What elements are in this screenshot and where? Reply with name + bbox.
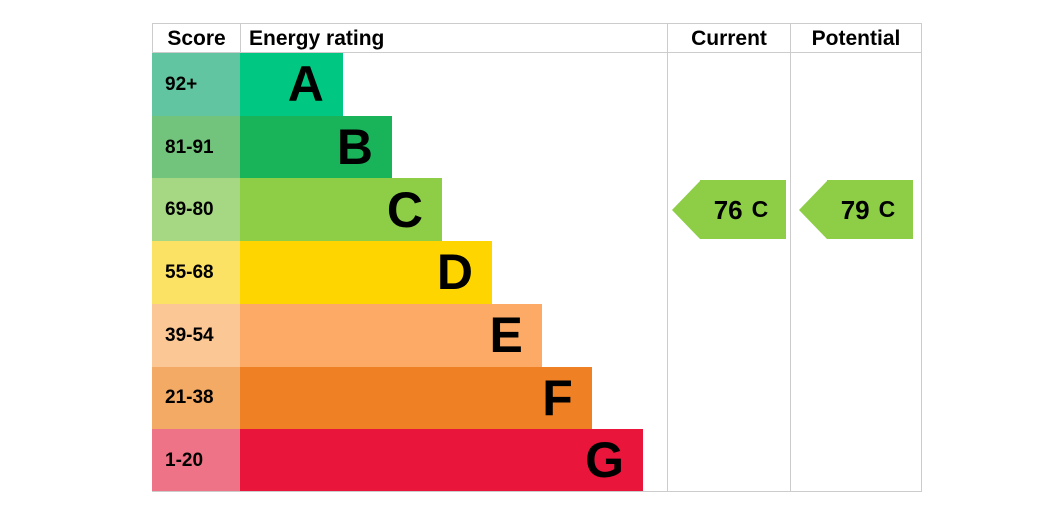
score-range-cell: 69-80 — [152, 178, 240, 242]
arrow-left-tip-icon — [799, 180, 827, 239]
rating-band-bar: F — [240, 366, 592, 430]
current-column-cell: 76 C — [667, 178, 790, 242]
rating-band-letter: G — [585, 432, 625, 489]
rating-band-letter: A — [287, 56, 324, 113]
current-arrow-body: 76 C — [700, 180, 786, 240]
current-column-cell — [667, 303, 790, 367]
score-range-cell: 55-68 — [152, 241, 240, 304]
score-range-cell: 81-91 — [152, 115, 240, 179]
rating-band-bar: G — [240, 429, 644, 491]
rating-band-letter: C — [386, 181, 423, 238]
current-column-cell — [667, 115, 790, 179]
rating-band-row: A — [240, 53, 667, 116]
rating-band-bar: E — [240, 303, 542, 367]
rating-band-row: B — [240, 115, 667, 179]
score-column-header: Score — [152, 23, 240, 53]
potential-rating-arrow: 79 C — [799, 180, 913, 240]
potential-column-cell — [790, 366, 922, 430]
score-range-cell: 39-54 — [152, 303, 240, 367]
current-column-cell — [667, 241, 790, 304]
potential-rating-letter: C — [878, 196, 896, 223]
current-column-cell — [667, 366, 790, 430]
rating-band-letter: B — [336, 119, 373, 176]
rating-band-bar: B — [240, 115, 392, 179]
potential-column-cell — [790, 115, 922, 179]
rating-band-row: D — [240, 241, 667, 304]
rating-band-row: C — [240, 178, 667, 242]
current-column-header: Current — [667, 23, 790, 53]
rating-band-letter: F — [542, 369, 573, 426]
rating-band-row: F — [240, 366, 667, 430]
current-column-cell — [667, 429, 790, 492]
arrow-left-tip-icon — [672, 180, 700, 239]
current-column-cell — [667, 53, 790, 116]
potential-column-header: Potential — [790, 23, 922, 53]
potential-column-cell — [790, 303, 922, 367]
potential-column-cell — [790, 241, 922, 304]
current-score-value: 76 — [713, 194, 743, 225]
score-range-cell: 92+ — [152, 53, 240, 116]
rating-band-letter: D — [436, 244, 473, 301]
rating-band-row: E — [240, 303, 667, 367]
potential-column-cell — [790, 53, 922, 116]
rating-band-letter: E — [489, 307, 523, 364]
rating-band-row: G — [240, 429, 667, 492]
score-range-cell: 21-38 — [152, 366, 240, 430]
rating-band-bar: A — [240, 53, 343, 116]
potential-arrow-body: 79 C — [827, 180, 913, 240]
energy-rating-column-header: Energy rating — [240, 23, 667, 53]
current-rating-letter: C — [751, 196, 769, 223]
rating-band-bar: C — [240, 178, 442, 242]
potential-column-cell — [790, 429, 922, 492]
epc-table: Score Energy rating Current Potential 92… — [152, 23, 922, 492]
rating-band-bar: D — [240, 241, 492, 304]
score-range-cell: 1-20 — [152, 429, 240, 492]
potential-column-cell: 79 C — [790, 178, 922, 242]
current-rating-arrow: 76 C — [672, 180, 786, 240]
potential-score-value: 79 — [840, 194, 870, 225]
